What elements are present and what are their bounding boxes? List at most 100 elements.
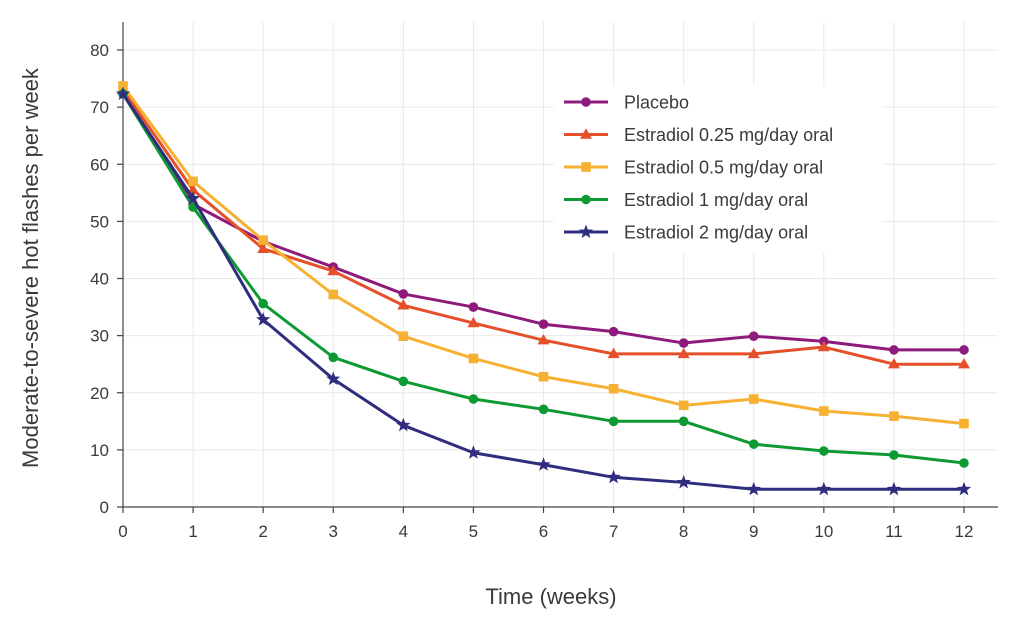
data-point-1-11 xyxy=(887,357,900,369)
x-axis-title: Time (weeks) xyxy=(485,584,616,609)
data-point-4-7 xyxy=(606,469,621,484)
data-point-0-9 xyxy=(748,331,759,341)
data-point-4-8 xyxy=(676,474,691,489)
data-point-2-12 xyxy=(959,418,969,429)
data-point-2-9 xyxy=(748,394,759,404)
legend-item-2: Estradiol 0.5 mg/day oral xyxy=(564,158,823,178)
data-point-4-12 xyxy=(956,481,972,496)
series-4 xyxy=(115,86,972,496)
data-point-0-8 xyxy=(678,338,689,348)
data-point-4-11 xyxy=(886,481,902,496)
data-point-0-7 xyxy=(608,326,619,337)
x-tick-label-9: 9 xyxy=(749,522,758,541)
legend-label-2: Estradiol 0.5 mg/day oral xyxy=(624,158,823,178)
series xyxy=(115,81,972,496)
data-point-2-4 xyxy=(398,331,409,341)
y-tick-label-3: 30 xyxy=(90,327,109,346)
data-point-2-3 xyxy=(328,289,339,300)
data-point-2-7 xyxy=(608,383,619,394)
data-point-4-6 xyxy=(536,457,551,471)
data-point-3-10 xyxy=(819,446,829,456)
legend-item-3: Estradiol 1 mg/day oral xyxy=(564,190,808,210)
data-point-4-2 xyxy=(256,312,271,326)
data-point-2-11 xyxy=(889,411,899,421)
x-tick-label-1: 1 xyxy=(188,522,197,541)
series-2 xyxy=(118,81,969,429)
data-point-2-8 xyxy=(678,400,689,411)
data-point-3-4 xyxy=(398,376,409,387)
x-tick-label-12: 12 xyxy=(955,522,974,541)
y-tick-label-5: 50 xyxy=(90,212,109,231)
y-tick-label-6: 60 xyxy=(90,155,109,174)
x-tick-label-4: 4 xyxy=(399,522,408,541)
data-point-0-11 xyxy=(889,345,899,355)
x-tick-label-7: 7 xyxy=(609,522,618,541)
data-point-1-4 xyxy=(397,299,410,310)
data-point-2-0 xyxy=(118,81,128,91)
data-point-4-3 xyxy=(326,371,341,386)
data-point-2-2 xyxy=(258,235,268,246)
data-point-1-8 xyxy=(677,347,690,359)
x-tick-label-0: 0 xyxy=(118,522,127,541)
legend-marker-0 xyxy=(581,97,591,107)
data-point-1-5 xyxy=(467,316,480,328)
y-tick-label-4: 40 xyxy=(90,270,109,289)
x-tick-label-11: 11 xyxy=(885,522,903,541)
legend-label-4: Estradiol 2 mg/day oral xyxy=(624,223,808,243)
data-point-3-12 xyxy=(959,458,969,468)
data-point-1-10 xyxy=(817,340,830,352)
series-3 xyxy=(118,89,969,468)
x-tick-label-8: 8 xyxy=(679,522,688,541)
data-point-4-4 xyxy=(396,417,411,432)
x-tick-label-5: 5 xyxy=(469,522,478,541)
data-point-3-2 xyxy=(258,298,268,309)
x-tick-label-2: 2 xyxy=(258,522,267,541)
legend-box xyxy=(554,86,882,253)
legend-marker-1 xyxy=(580,128,592,139)
data-point-0-4 xyxy=(398,289,409,299)
data-point-1-12 xyxy=(958,357,970,369)
data-point-4-1 xyxy=(185,191,201,205)
data-point-3-9 xyxy=(748,439,759,449)
data-point-4-9 xyxy=(746,481,761,496)
data-point-4-10 xyxy=(816,481,831,496)
legend-label-0: Placebo xyxy=(624,93,689,113)
legend-marker-2 xyxy=(581,162,591,172)
data-point-3-3 xyxy=(328,352,339,363)
y-tick-label-0: 0 xyxy=(100,498,109,517)
data-point-2-10 xyxy=(819,406,829,416)
legend-item-4: Estradiol 2 mg/day oral xyxy=(564,223,808,243)
data-point-1-6 xyxy=(537,333,550,345)
data-point-1-2 xyxy=(257,242,270,253)
legend-label-3: Estradiol 1 mg/day oral xyxy=(624,190,808,210)
legend-item-1: Estradiol 0.25 mg/day oral xyxy=(564,125,833,145)
y-axis-title: Moderate-to-severe hot flashes per week xyxy=(18,67,43,468)
legend-marker-3 xyxy=(581,194,591,205)
data-point-0-6 xyxy=(538,319,549,330)
data-point-3-8 xyxy=(678,416,689,427)
data-point-2-1 xyxy=(188,176,198,187)
data-point-2-6 xyxy=(538,371,549,382)
data-point-0-5 xyxy=(468,302,479,312)
data-point-2-5 xyxy=(468,353,479,364)
x-tick-label-6: 6 xyxy=(539,522,548,541)
data-point-1-7 xyxy=(607,347,620,359)
x-tick-label-10: 10 xyxy=(814,522,833,541)
data-point-3-6 xyxy=(538,404,549,415)
data-point-3-5 xyxy=(468,394,479,404)
data-point-1-3 xyxy=(327,264,340,276)
data-point-3-11 xyxy=(889,450,899,460)
legend-marker-4 xyxy=(578,224,594,239)
y-tick-label-7: 70 xyxy=(90,98,109,117)
data-point-3-7 xyxy=(608,416,619,427)
x-tick-label-3: 3 xyxy=(329,522,338,541)
legend-label-1: Estradiol 0.25 mg/day oral xyxy=(624,125,833,145)
y-tick-label-2: 20 xyxy=(90,384,109,403)
legend: Placebo Estradiol 0.25 mg/day oral Estradi… xyxy=(554,86,882,253)
data-point-4-0 xyxy=(115,86,131,101)
data-point-1-9 xyxy=(747,347,760,359)
data-point-4-5 xyxy=(466,445,481,459)
